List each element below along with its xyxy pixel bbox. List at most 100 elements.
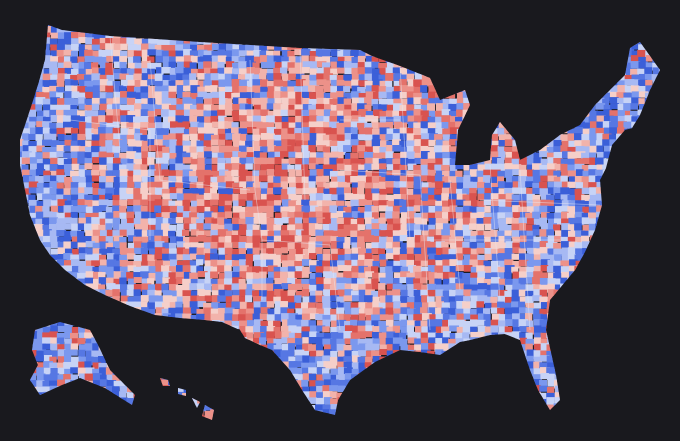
county bbox=[210, 223, 219, 231]
county bbox=[273, 284, 282, 293]
county bbox=[63, 265, 73, 272]
county bbox=[154, 134, 165, 142]
county bbox=[449, 236, 459, 245]
county bbox=[379, 325, 389, 335]
county bbox=[407, 289, 417, 298]
county bbox=[190, 200, 201, 209]
county bbox=[35, 79, 44, 88]
county bbox=[50, 44, 60, 53]
county bbox=[365, 170, 374, 179]
county bbox=[414, 217, 422, 225]
county bbox=[126, 151, 137, 160]
county bbox=[497, 218, 508, 226]
county bbox=[134, 68, 144, 76]
county bbox=[154, 295, 165, 305]
county bbox=[42, 92, 51, 99]
county bbox=[106, 271, 116, 279]
county bbox=[343, 115, 352, 123]
county bbox=[554, 193, 564, 200]
county bbox=[330, 110, 340, 118]
county bbox=[239, 44, 249, 52]
county bbox=[589, 110, 599, 117]
county bbox=[204, 73, 213, 82]
county bbox=[308, 92, 319, 101]
county bbox=[462, 325, 473, 335]
county bbox=[351, 187, 360, 196]
county bbox=[203, 50, 214, 58]
county bbox=[50, 140, 59, 148]
county bbox=[106, 122, 114, 130]
county bbox=[56, 212, 67, 220]
county bbox=[497, 284, 505, 291]
county bbox=[113, 152, 124, 160]
county bbox=[399, 67, 409, 77]
county bbox=[106, 259, 117, 269]
county bbox=[295, 283, 303, 290]
county bbox=[91, 145, 101, 154]
county bbox=[308, 278, 316, 288]
county bbox=[98, 272, 106, 281]
county bbox=[476, 247, 485, 254]
county bbox=[483, 175, 491, 184]
county bbox=[126, 91, 136, 101]
county bbox=[301, 91, 312, 100]
county bbox=[301, 127, 311, 134]
county bbox=[337, 175, 347, 184]
county bbox=[197, 61, 208, 71]
county bbox=[91, 128, 101, 137]
county bbox=[141, 49, 150, 58]
county bbox=[98, 265, 108, 275]
county bbox=[105, 133, 116, 142]
county bbox=[120, 121, 129, 130]
county bbox=[638, 56, 648, 66]
county bbox=[295, 254, 306, 263]
county bbox=[218, 169, 229, 178]
county bbox=[252, 247, 260, 257]
county bbox=[442, 247, 451, 255]
county bbox=[182, 164, 191, 171]
county bbox=[127, 235, 136, 242]
county bbox=[36, 110, 46, 118]
county bbox=[105, 170, 113, 180]
county bbox=[189, 62, 197, 70]
county bbox=[301, 241, 309, 249]
county bbox=[77, 236, 86, 245]
county bbox=[448, 272, 457, 279]
county bbox=[105, 223, 113, 233]
county bbox=[407, 331, 416, 341]
county bbox=[337, 140, 347, 147]
county bbox=[183, 236, 192, 245]
county bbox=[526, 247, 537, 256]
county bbox=[483, 278, 492, 286]
county bbox=[42, 332, 51, 340]
county bbox=[358, 50, 369, 59]
county bbox=[316, 67, 327, 77]
county bbox=[371, 61, 380, 68]
county bbox=[568, 188, 578, 197]
county bbox=[329, 170, 340, 180]
county bbox=[162, 260, 173, 270]
county bbox=[288, 230, 299, 239]
county bbox=[91, 103, 100, 111]
county bbox=[301, 259, 312, 266]
county bbox=[119, 73, 129, 80]
county bbox=[161, 109, 170, 118]
county bbox=[70, 170, 80, 178]
county bbox=[77, 260, 87, 269]
county bbox=[477, 200, 487, 208]
county bbox=[344, 229, 352, 237]
county bbox=[210, 253, 219, 261]
county bbox=[469, 223, 477, 230]
county bbox=[358, 289, 369, 299]
county bbox=[78, 187, 87, 194]
county bbox=[505, 319, 515, 327]
county bbox=[141, 283, 152, 292]
county bbox=[463, 289, 472, 298]
county bbox=[393, 320, 402, 330]
county bbox=[154, 199, 164, 208]
county bbox=[113, 133, 121, 141]
county bbox=[427, 296, 435, 305]
county bbox=[169, 164, 177, 172]
county bbox=[441, 241, 449, 250]
county bbox=[315, 193, 325, 202]
